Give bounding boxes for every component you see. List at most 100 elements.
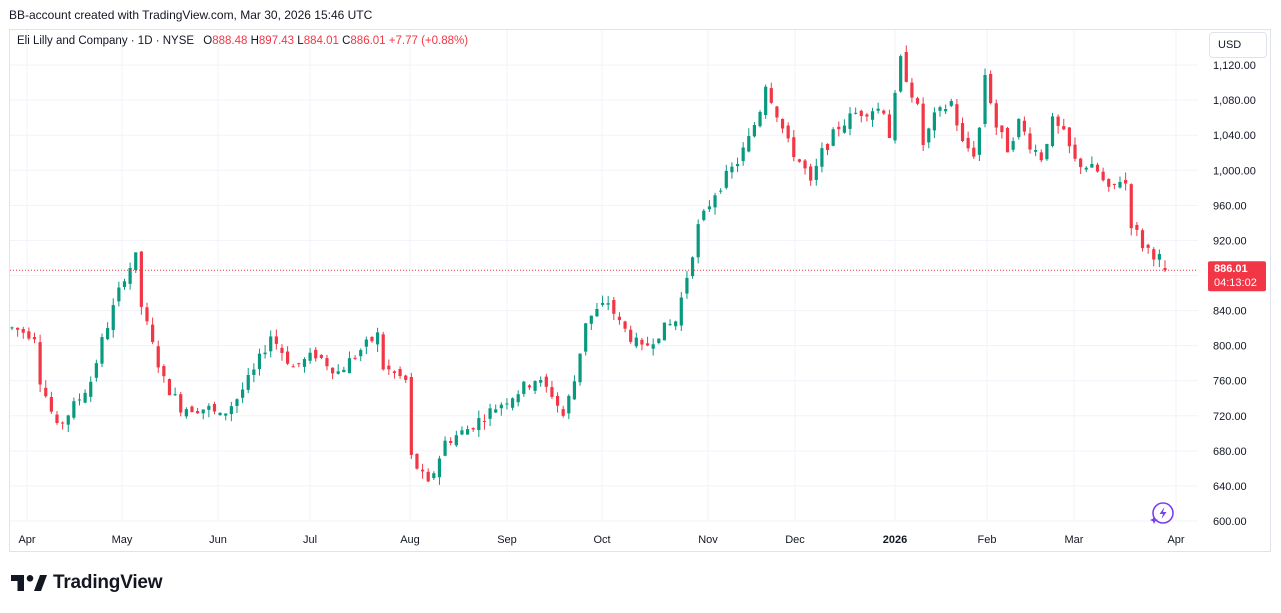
time-axis: Apr May Jun Jul Aug Sep Oct Nov Dec 2026 Feb Mar Apr bbox=[18, 534, 1184, 546]
candle-body bbox=[1095, 164, 1100, 172]
candle bbox=[724, 164, 728, 190]
ohlc-legend: Eli Lilly and Company · 1D · NYSE O888.4… bbox=[17, 35, 468, 47]
open-label: O bbox=[203, 35, 213, 47]
candle-body bbox=[83, 392, 87, 403]
candle-body bbox=[764, 86, 768, 116]
y-tick-label: 1,040.00 bbox=[1213, 130, 1256, 142]
candle-body bbox=[66, 415, 70, 425]
candle-body bbox=[522, 381, 526, 394]
candle bbox=[1028, 127, 1032, 154]
candle-body bbox=[724, 170, 728, 188]
candle-body bbox=[780, 118, 785, 129]
candle-body bbox=[1146, 244, 1150, 248]
candle bbox=[629, 325, 633, 344]
open-value: 888.48 bbox=[212, 35, 248, 47]
candle bbox=[612, 296, 616, 321]
candle-body bbox=[904, 51, 908, 82]
candle bbox=[657, 338, 661, 345]
candle-body bbox=[949, 101, 953, 106]
low-label: L bbox=[297, 35, 304, 47]
x-tick-label: Aug bbox=[400, 534, 420, 546]
candle bbox=[212, 401, 217, 415]
candle-body bbox=[420, 469, 425, 472]
candle bbox=[27, 327, 31, 341]
candle-body bbox=[713, 195, 717, 208]
candle bbox=[291, 363, 295, 368]
bar-countdown: 04:13:02 bbox=[1214, 277, 1257, 289]
candle-body bbox=[21, 328, 25, 333]
x-tick-label: Nov bbox=[698, 534, 718, 546]
ai-assistant-icon[interactable] bbox=[1150, 502, 1174, 524]
candle bbox=[426, 468, 430, 483]
candle-body bbox=[61, 422, 65, 424]
candle bbox=[792, 130, 796, 162]
candle-body bbox=[1039, 152, 1043, 161]
candle bbox=[539, 376, 543, 387]
candle bbox=[499, 402, 503, 416]
candle bbox=[1017, 118, 1021, 140]
tradingview-logo[interactable]: TradingView bbox=[11, 572, 163, 594]
candle-body bbox=[876, 108, 880, 111]
candle-body bbox=[285, 351, 290, 364]
candle-body bbox=[269, 336, 273, 352]
candle bbox=[578, 353, 582, 386]
candle-body bbox=[510, 398, 515, 408]
candle-body bbox=[308, 352, 312, 361]
candle bbox=[432, 471, 436, 480]
candle-body bbox=[1118, 182, 1122, 188]
chart-frame[interactable] bbox=[9, 29, 1271, 552]
x-tick-label: Sep bbox=[497, 534, 517, 546]
currency-button[interactable]: USD bbox=[1209, 32, 1267, 58]
candle-body bbox=[404, 375, 408, 380]
candle bbox=[263, 344, 267, 359]
low-value: 884.01 bbox=[303, 35, 339, 47]
candle-body bbox=[567, 395, 571, 414]
candle-body bbox=[842, 125, 847, 133]
candle bbox=[471, 427, 475, 432]
candle-body bbox=[786, 125, 790, 139]
candle-body bbox=[955, 104, 959, 126]
candle bbox=[10, 326, 14, 331]
candle bbox=[1090, 156, 1094, 168]
candle-body bbox=[747, 136, 751, 152]
candle bbox=[1073, 137, 1077, 162]
candle bbox=[49, 391, 53, 414]
y-tick-label: 960.00 bbox=[1213, 200, 1247, 212]
candle bbox=[61, 421, 65, 430]
candle bbox=[921, 97, 925, 152]
last-price-value: 886.01 bbox=[1214, 263, 1248, 275]
candle bbox=[184, 407, 188, 419]
candle bbox=[786, 122, 790, 143]
symbol-name[interactable]: Eli Lilly and Company · 1D · NYSE bbox=[17, 35, 195, 47]
candle-body bbox=[432, 473, 436, 479]
candle bbox=[1056, 114, 1060, 134]
candle-body bbox=[162, 366, 166, 377]
candle-body bbox=[1090, 164, 1094, 168]
candle-body bbox=[330, 367, 335, 374]
candle-body bbox=[179, 394, 183, 413]
candle bbox=[623, 320, 627, 333]
candle-body bbox=[859, 110, 863, 117]
candle-body bbox=[173, 394, 177, 396]
candle bbox=[274, 329, 278, 350]
candle-body bbox=[122, 281, 127, 288]
candle-body bbox=[364, 339, 368, 347]
candle bbox=[229, 401, 233, 422]
candle-body bbox=[769, 88, 773, 103]
candle bbox=[488, 403, 492, 427]
candle bbox=[1095, 162, 1100, 173]
candle bbox=[145, 302, 149, 326]
candle-body bbox=[606, 303, 610, 305]
candle-body bbox=[297, 363, 301, 365]
candle bbox=[330, 367, 335, 380]
candle bbox=[825, 143, 830, 156]
y-tick-label: 840.00 bbox=[1213, 306, 1247, 318]
candle-body bbox=[527, 385, 532, 388]
candle-body bbox=[1079, 158, 1083, 168]
candle bbox=[1140, 228, 1145, 252]
candle bbox=[72, 397, 76, 420]
candle bbox=[775, 105, 779, 123]
candle-body bbox=[662, 322, 667, 341]
candle bbox=[854, 107, 858, 115]
